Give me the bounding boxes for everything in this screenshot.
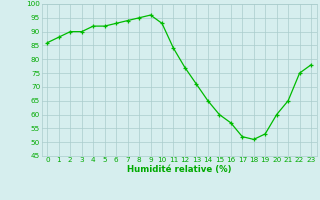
X-axis label: Humidité relative (%): Humidité relative (%) [127, 165, 231, 174]
